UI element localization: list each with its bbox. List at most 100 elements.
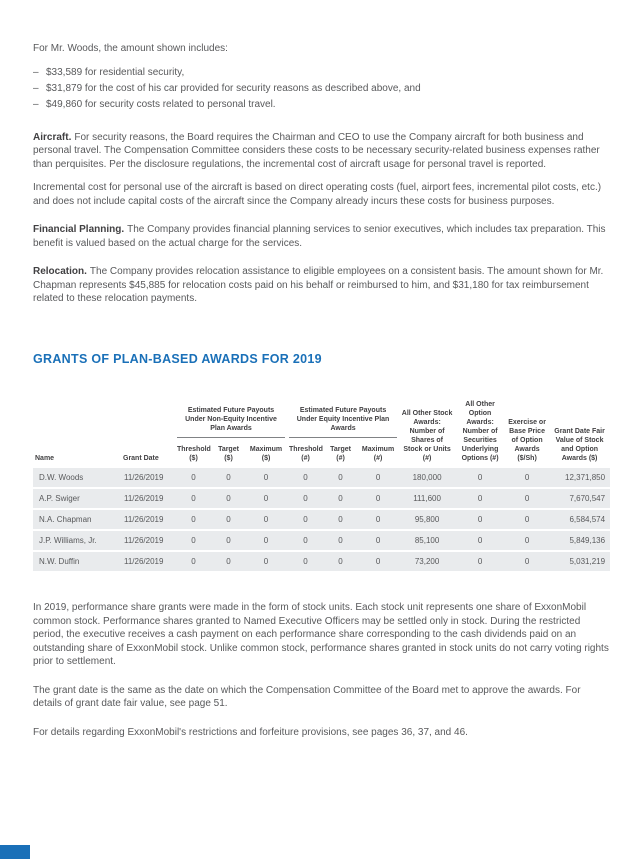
col-header-exercise-price: Exercise or Base Price of Option Awards … [508, 418, 546, 463]
header-unit: ($) [189, 455, 198, 463]
table-cell: 0 [324, 466, 358, 489]
closing-section: In 2019, performance share grants were m… [33, 601, 610, 739]
closing-paragraph: For details regarding ExxonMobil's restr… [33, 726, 468, 738]
bullet-dash: – [33, 98, 39, 110]
table-cell: 0 [175, 487, 212, 510]
cell-name: N.A. Chapman [33, 508, 121, 531]
table-cell: 0 [245, 466, 288, 489]
col-header-option-awards: All Other Option Awards: Number of Secur… [461, 400, 499, 463]
paragraph-text: The Company provides relocation assistan… [33, 266, 604, 304]
table-cell: 0 [505, 466, 550, 489]
table-cell: 0 [357, 508, 400, 531]
table-row: D.W. Woods 11/26/2019 0 0 0 0 0 0 180,000 0 0 12,37… [33, 466, 611, 489]
table-row: N.W. Duffin 11/26/2019 0 0 0 0 0 0 73,200 0 0 5,031… [33, 550, 611, 572]
table-cell: 0 [455, 529, 506, 552]
table-cell: 0 [324, 487, 358, 510]
col-header-threshold-shares: Threshold (#) [287, 441, 324, 468]
header-row-sub: Threshold ($) Target ($) Maximum ($) Thr… [33, 441, 610, 468]
table-row: J.P. Williams, Jr. 11/26/2019 0 0 0 0 0 0 85,100… [33, 529, 611, 552]
closing-paragraph: The grant date is the same as the date o… [33, 684, 581, 710]
table-cell: 0 [287, 508, 325, 531]
paragraph-text: Incremental cost for personal use of the… [33, 182, 602, 207]
cell-grant-date: 11/26/2019 [121, 550, 175, 572]
table-cell: 0 [455, 550, 506, 572]
col-header-target-shares: Target (#) [324, 441, 357, 468]
col-group-non-equity: Estimated Future Payouts Under Non-Equit… [175, 400, 287, 441]
paragraph-lead: Financial Planning. [33, 224, 125, 235]
table-cell: 0 [245, 487, 288, 510]
table-cell: 0 [455, 508, 506, 531]
table-cell: 6,584,574 [549, 508, 611, 531]
header-label: Threshold [177, 445, 211, 453]
awards-table: Name Grant Date Estimated Future Payouts… [33, 400, 611, 572]
paragraph-financial-planning: Financial Planning. The Company provides … [33, 223, 610, 250]
table-cell: 0 [175, 529, 212, 552]
cell-name: A.P. Swiger [33, 487, 121, 510]
paragraph-lead: Relocation. [33, 266, 87, 277]
table-header: Name Grant Date Estimated Future Payouts… [33, 400, 610, 468]
cell-name: N.W. Duffin [33, 550, 121, 572]
header-label: Target [330, 445, 351, 453]
table-row: A.P. Swiger 11/26/2019 0 0 0 0 0 0 111,600 0 0 7,67… [33, 487, 611, 510]
cell-name: J.P. Williams, Jr. [33, 529, 121, 552]
table-cell: 0 [505, 508, 550, 531]
col-header-grant-date: Grant Date [123, 455, 159, 463]
table-cell: 0 [287, 550, 325, 572]
table-cell: 0 [245, 550, 288, 572]
paragraph-incremental-cost: Incremental cost for personal use of the… [33, 181, 610, 208]
col-header-fair-value: Grant Date Fair Value of Stock and Optio… [554, 427, 605, 463]
intro-text: For Mr. Woods, the amount shown includes… [33, 43, 228, 54]
col-header-stock-awards: All Other Stock Awards: Number of Shares… [401, 409, 453, 463]
bullet-text: $49,860 for security costs related to pe… [46, 98, 276, 110]
table-cell: 0 [287, 529, 325, 552]
paragraph-aircraft: Aircraft. For security reasons, the Board… [33, 131, 610, 172]
table-cell: 0 [175, 508, 212, 531]
table-cell: 111,600 [399, 487, 456, 510]
table-cell: 0 [245, 529, 288, 552]
bullet-list: – $33,589 for residential security, – $3… [33, 66, 610, 111]
cell-name: D.W. Woods [33, 466, 121, 489]
bullet-dash: – [33, 82, 39, 94]
table-cell: 0 [357, 529, 400, 552]
header-row-groups: Name Grant Date Estimated Future Payouts… [33, 400, 610, 463]
table-cell: 12,371,850 [549, 466, 611, 489]
table-cell: 0 [212, 466, 245, 489]
table-cell: 0 [212, 529, 245, 552]
table-cell: 0 [287, 487, 325, 510]
bullet-dash: – [33, 66, 39, 78]
bullet-item: – $49,860 for security costs related to … [33, 98, 610, 111]
cell-grant-date: 11/26/2019 [121, 508, 175, 531]
table-cell: 0 [505, 550, 550, 572]
document-page: For Mr. Woods, the amount shown includes… [33, 43, 611, 739]
cell-grant-date: 11/26/2019 [121, 466, 175, 489]
table-cell: 0 [357, 550, 400, 572]
paragraph-text: The Company provides financial planning … [33, 224, 606, 249]
col-header-maximum-dollars: Maximum ($) [245, 441, 287, 468]
table-cell: 5,849,136 [549, 529, 611, 552]
table-cell: 73,200 [399, 550, 456, 572]
table-cell: 7,670,547 [549, 487, 611, 510]
col-header-target-dollars: Target ($) [212, 441, 245, 468]
table-cell: 0 [175, 550, 212, 572]
table-cell: 0 [455, 466, 506, 489]
header-unit: (#) [336, 455, 345, 463]
table-row: N.A. Chapman 11/26/2019 0 0 0 0 0 0 95,800 0 0 6,58… [33, 508, 611, 531]
table-cell: 0 [357, 487, 400, 510]
table-cell: 0 [324, 550, 358, 572]
table-cell: 0 [212, 550, 245, 572]
awards-table-body: D.W. Woods 11/26/2019 0 0 0 0 0 0 180,000 0 0 12,37… [33, 466, 611, 572]
header-unit: ($) [261, 455, 271, 463]
paragraph-relocation: Relocation. The Company provides relocati… [33, 265, 610, 306]
table-cell: 180,000 [399, 466, 456, 489]
col-header-name: Name [35, 455, 55, 463]
header-unit: ($) [224, 455, 233, 463]
bullet-text: $31,879 for the cost of his car provided… [46, 82, 421, 94]
bullet-item: – $33,589 for residential security, [33, 66, 610, 79]
table-cell: 5,031,219 [549, 550, 611, 572]
table-cell: 0 [357, 466, 400, 489]
table-cell: 0 [505, 529, 550, 552]
table-cell: 0 [324, 508, 358, 531]
header-label: Threshold [289, 445, 323, 453]
col-header-maximum-shares: Maximum (#) [357, 441, 399, 468]
group-header-label: Estimated Future Payouts Under Equity In… [289, 406, 398, 438]
